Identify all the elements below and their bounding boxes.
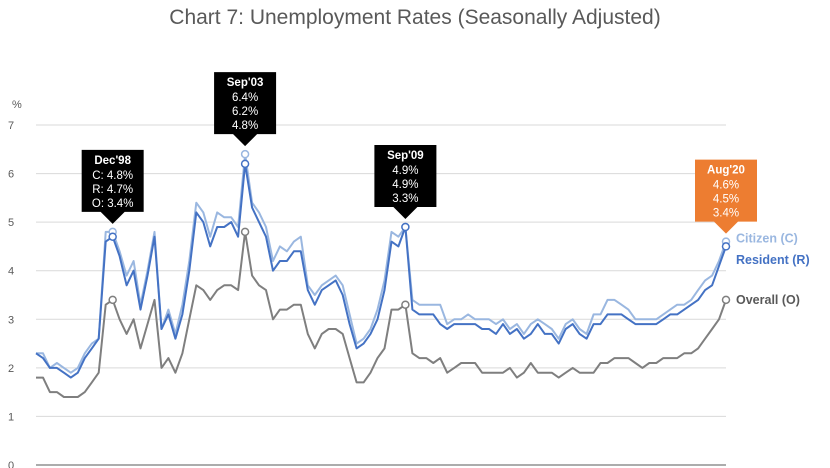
callout-value: 6.4% xyxy=(232,92,258,104)
y-tick-label: 0 xyxy=(8,460,14,468)
callout-value: 6.2% xyxy=(232,106,258,118)
data-point-marker xyxy=(401,300,410,309)
y-axis-unit: % xyxy=(12,99,22,111)
callout-value: 4.8% xyxy=(232,120,258,132)
gridlines xyxy=(36,124,726,466)
data-point-marker xyxy=(721,295,731,305)
y-tick-label: 3 xyxy=(8,314,14,326)
data-point-marker xyxy=(240,227,250,237)
callout-value: 3.3% xyxy=(392,193,418,205)
callout-date: Dec'98 xyxy=(94,155,131,167)
data-point-marker xyxy=(401,222,410,232)
callout-date: Sep'03 xyxy=(227,77,264,89)
legend-citizen: Citizen (C) xyxy=(736,232,798,246)
chart-title: Chart 7: Unemployment Rates (Seasonally … xyxy=(169,6,661,29)
callout-value: 4.9% xyxy=(392,179,418,191)
callout-value: 4.6% xyxy=(713,180,739,192)
data-point-marker xyxy=(108,295,117,305)
series-line-resident xyxy=(35,162,727,379)
callout-box xyxy=(214,72,277,147)
data-point-marker xyxy=(240,159,250,169)
legend-overall: Overall (O) xyxy=(736,293,800,307)
y-tick-label: 7 xyxy=(8,120,14,132)
y-axis: 0 1 2 3 4 5 6 7% xyxy=(8,99,22,468)
y-tick-label: 6 xyxy=(8,169,14,181)
callout-date: Aug'20 xyxy=(707,165,745,177)
series-lines xyxy=(35,153,727,398)
callout-box xyxy=(81,149,144,224)
y-tick-label: 4 xyxy=(8,266,14,278)
callout-date: Sep'09 xyxy=(387,150,424,162)
data-point-marker xyxy=(721,242,731,251)
callout-box xyxy=(374,145,437,219)
callout-value: 4.9% xyxy=(392,165,418,177)
callout-box xyxy=(695,159,757,234)
y-tick-label: 1 xyxy=(8,411,14,423)
callout-value: O: 3.4% xyxy=(92,198,134,210)
legend: Citizen (C) Resident (R) Overall (O) xyxy=(736,232,810,307)
callout-value: R: 4.7% xyxy=(92,184,133,196)
data-point-marker xyxy=(108,232,117,241)
data-point-marker xyxy=(240,149,250,159)
callout-value: 3.4% xyxy=(713,208,739,220)
callout-value: C: 4.8% xyxy=(92,170,133,182)
callouts: Dec'98 C: 4.8% R: 4.7% O: 3.4% Sep'03 6.4% 6.2… xyxy=(81,72,757,234)
series-line-overall xyxy=(36,230,727,398)
callout-value: 4.5% xyxy=(713,194,739,206)
peak-markers xyxy=(108,149,731,309)
legend-resident: Resident (R) xyxy=(736,253,810,267)
y-tick-label: 2 xyxy=(8,363,14,375)
y-tick-label: 5 xyxy=(8,217,14,229)
